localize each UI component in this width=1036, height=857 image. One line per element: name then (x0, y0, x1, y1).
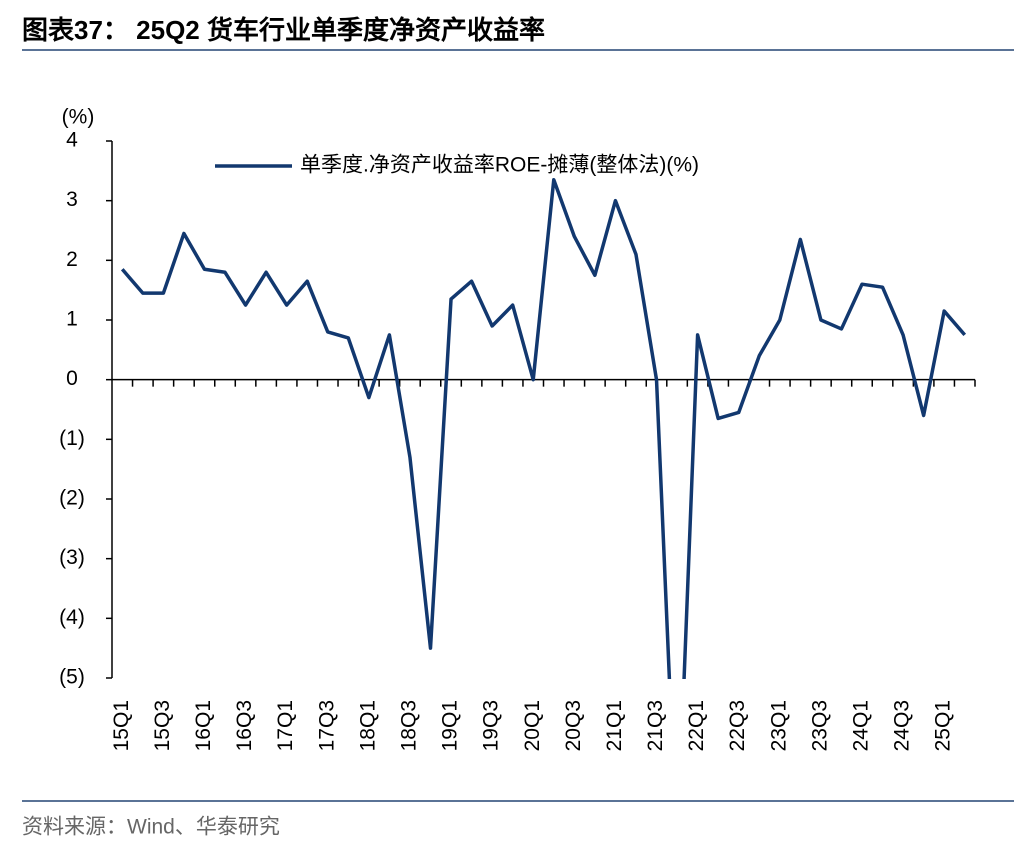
y-axis-label: (%) (62, 106, 95, 129)
y-tick-label: 4 (66, 129, 78, 152)
y-tick-label: 3 (66, 188, 78, 211)
x-tick-label: 16Q1 (192, 700, 215, 751)
x-tick-label: 17Q3 (315, 700, 338, 751)
x-tick-label: 19Q3 (480, 700, 503, 751)
y-tick-label: 2 (66, 248, 78, 271)
x-tick-label: 22Q3 (726, 700, 749, 751)
y-tick-label: (1) (59, 427, 85, 450)
x-tick-label: 24Q1 (850, 700, 873, 751)
y-tick-label: 1 (66, 308, 78, 331)
x-tick-label: 17Q1 (274, 700, 297, 751)
chart-title: 图表37： 25Q2 货车行业单季度净资产收益率 (22, 15, 545, 45)
x-tick-label: 18Q1 (356, 700, 379, 751)
series-line (120, 178, 967, 679)
x-tick-label: 19Q1 (439, 700, 462, 751)
legend-label: 单季度.净资产收益率ROE-摊薄(整体法)(%) (300, 154, 699, 177)
y-tick-label: 0 (66, 367, 78, 390)
x-tick-label: 22Q1 (685, 700, 708, 751)
x-tick-label: 25Q1 (932, 700, 955, 751)
x-tick-label: 21Q1 (603, 700, 626, 751)
source: 资料来源：Wind、华泰研究 (22, 816, 280, 839)
x-tick-label: 18Q3 (397, 700, 420, 751)
x-tick-label: 15Q1 (110, 700, 133, 751)
y-tick-label: (3) (59, 546, 85, 569)
x-tick-label: 16Q3 (233, 700, 256, 751)
x-tick-label: 23Q3 (808, 700, 831, 751)
y-tick-label: (5) (59, 666, 85, 689)
x-tick-label: 23Q1 (767, 700, 790, 751)
x-tick-label: 21Q3 (644, 700, 667, 751)
x-tick-label: 24Q3 (891, 700, 914, 751)
x-tick-label: 20Q1 (521, 700, 544, 751)
x-tick-label: 20Q3 (562, 700, 585, 751)
y-tick-label: (2) (59, 487, 85, 510)
y-tick-label: (4) (59, 606, 85, 629)
x-tick-label: 15Q3 (151, 700, 174, 751)
